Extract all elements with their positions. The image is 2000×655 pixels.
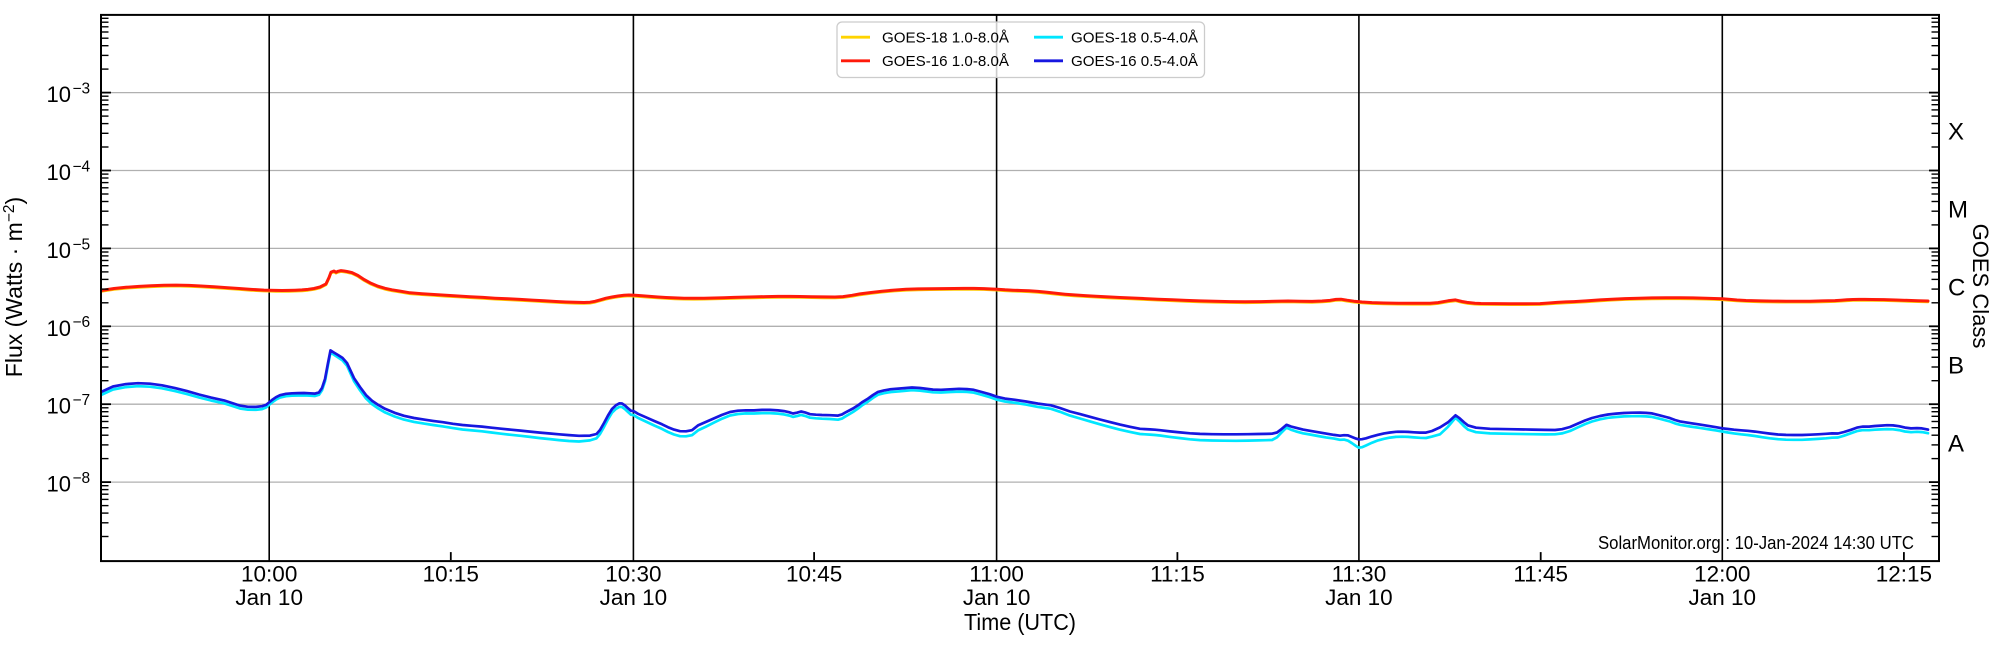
svg-text:11:30: 11:30 — [1332, 562, 1387, 587]
svg-text:B: B — [1948, 352, 1964, 379]
svg-text:10:00: 10:00 — [241, 562, 297, 587]
svg-text:A: A — [1948, 430, 1964, 457]
svg-text:−6: −6 — [73, 314, 91, 331]
svg-text:10:45: 10:45 — [786, 562, 842, 587]
svg-text:10: 10 — [47, 394, 71, 419]
svg-text:10:30: 10:30 — [605, 562, 661, 587]
svg-text:11:45: 11:45 — [1513, 562, 1568, 587]
svg-text:−3: −3 — [73, 81, 91, 98]
svg-text:10: 10 — [47, 82, 71, 107]
svg-text:GOES-18 1.0-8.0Å: GOES-18 1.0-8.0Å — [882, 30, 1009, 47]
svg-text:SolarMonitor.org : 10-Jan-2024: SolarMonitor.org : 10-Jan-2024 14:30 UTC — [1598, 533, 1914, 553]
svg-text:GOES-18 0.5-4.0Å: GOES-18 0.5-4.0Å — [1071, 30, 1198, 47]
svg-text:X: X — [1948, 119, 1964, 146]
svg-text:Jan 10: Jan 10 — [1689, 585, 1757, 610]
svg-text:Jan 10: Jan 10 — [963, 585, 1031, 610]
svg-text:12:15: 12:15 — [1876, 562, 1932, 587]
svg-text:Jan 10: Jan 10 — [600, 585, 668, 610]
svg-text:C: C — [1948, 275, 1965, 302]
svg-text:Jan 10: Jan 10 — [235, 585, 303, 610]
svg-text:Jan 10: Jan 10 — [1325, 585, 1393, 610]
svg-text:10: 10 — [47, 238, 71, 263]
svg-text:GOES-16 0.5-4.0Å: GOES-16 0.5-4.0Å — [1071, 53, 1198, 70]
svg-text:10: 10 — [47, 160, 71, 185]
svg-text:M: M — [1948, 197, 1968, 224]
svg-text:GOES-16 1.0-8.0Å: GOES-16 1.0-8.0Å — [882, 53, 1009, 70]
svg-text:10: 10 — [47, 316, 71, 341]
svg-text:−5: −5 — [73, 236, 91, 253]
svg-text:11:00: 11:00 — [969, 562, 1024, 587]
svg-text:−8: −8 — [73, 470, 91, 487]
svg-text:10: 10 — [47, 472, 71, 497]
svg-text:−4: −4 — [73, 158, 91, 175]
svg-text:10:15: 10:15 — [423, 562, 479, 587]
svg-text:GOES Class: GOES Class — [1968, 224, 1993, 349]
svg-text:−7: −7 — [73, 392, 91, 409]
svg-text:Time (UTC): Time (UTC) — [964, 609, 1076, 635]
svg-text:11:15: 11:15 — [1150, 562, 1205, 587]
svg-text:12:00: 12:00 — [1694, 562, 1750, 587]
svg-text:Flux (Watts · m−2): Flux (Watts · m−2) — [1, 197, 27, 377]
